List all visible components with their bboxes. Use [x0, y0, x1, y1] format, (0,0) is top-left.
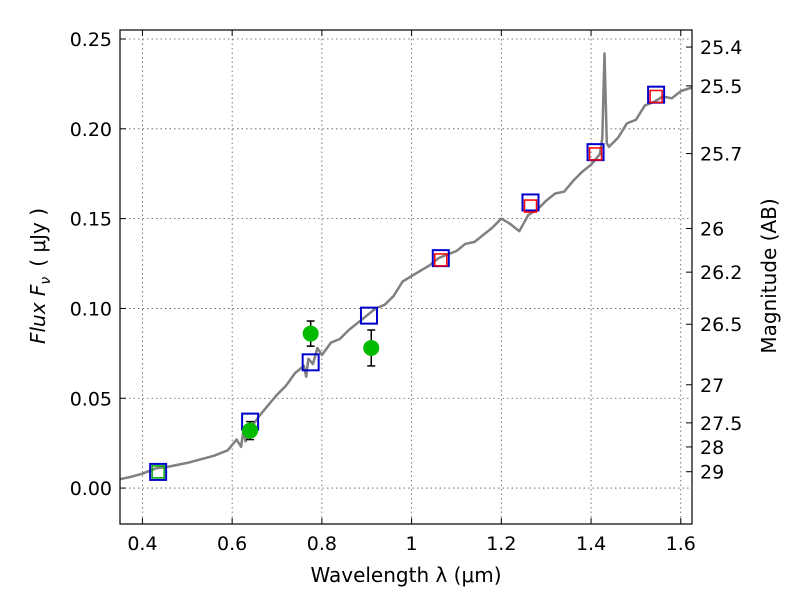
red-squares-marker [588, 147, 603, 161]
y2-tick-label: 27.5 [700, 413, 742, 435]
y2-axis-title: Magnitude (AB) [757, 198, 781, 353]
y2-tick-label: 25.4 [700, 37, 742, 59]
axes: 0.4 0.6 0.8 1 1.2 1.4 1.6 0.00 0.05 0.10 0.15 0.20 0… [70, 29, 743, 555]
grid [120, 30, 692, 524]
x-tick-label: 1.6 [666, 533, 696, 555]
blue-squares-marker [521, 193, 540, 212]
y2-tick-label: 25.5 [700, 76, 742, 98]
y2-tick-label: 25.7 [700, 144, 742, 166]
x-tick-label: 1.2 [486, 533, 516, 555]
plot-data [120, 52, 692, 481]
y2-tick-label: 28 [700, 437, 724, 459]
red-squares-marker [523, 199, 538, 213]
green-data-point [302, 325, 319, 342]
y-axis-title-sub: ν [38, 277, 54, 285]
y-axis-title-group: Flux Fν ( μJy ) [26, 208, 54, 344]
blue-squares-marker [301, 353, 320, 372]
x-tick-label: 0.6 [217, 533, 247, 555]
y-tick-label: 0.20 [70, 119, 112, 141]
red-squares-marker [649, 89, 663, 104]
y-tick-label: 0.05 [70, 388, 112, 410]
spectrum-line [120, 52, 692, 481]
y-axis-title-text: Flux F [26, 284, 50, 344]
x-axis-title: Wavelength λ (μm) [310, 563, 501, 587]
y-tick-label: 0.15 [70, 209, 112, 231]
x-tick-label: 1 [406, 533, 418, 555]
green-data-point [242, 422, 259, 439]
y-axis-title-unit: ( μJy ) [26, 208, 50, 267]
y2-tick-label: 27 [700, 375, 724, 397]
y-tick-label: 0.10 [70, 298, 112, 320]
red-squares-marker [434, 253, 448, 267]
green-squares-marker [151, 465, 165, 479]
green-data-point [363, 339, 380, 356]
y-tick-label: 0.00 [70, 478, 112, 500]
y2-tick-label: 29 [700, 462, 724, 484]
x-tick-label: 0.8 [307, 533, 337, 555]
y2-tick-label: 26 [700, 218, 724, 240]
plot-frame [119, 29, 693, 525]
y-tick-label: 0.25 [70, 29, 112, 51]
blue-squares-marker [359, 306, 378, 325]
y-axis-title: Flux Fν ( μJy ) [26, 208, 54, 344]
x-tick-label: 0.4 [127, 533, 157, 555]
x-tick-label: 1.4 [576, 533, 606, 555]
y2-tick-label: 26.2 [700, 262, 742, 284]
blue-squares-marker [149, 462, 168, 481]
y2-tick-label: 26.5 [700, 314, 742, 336]
